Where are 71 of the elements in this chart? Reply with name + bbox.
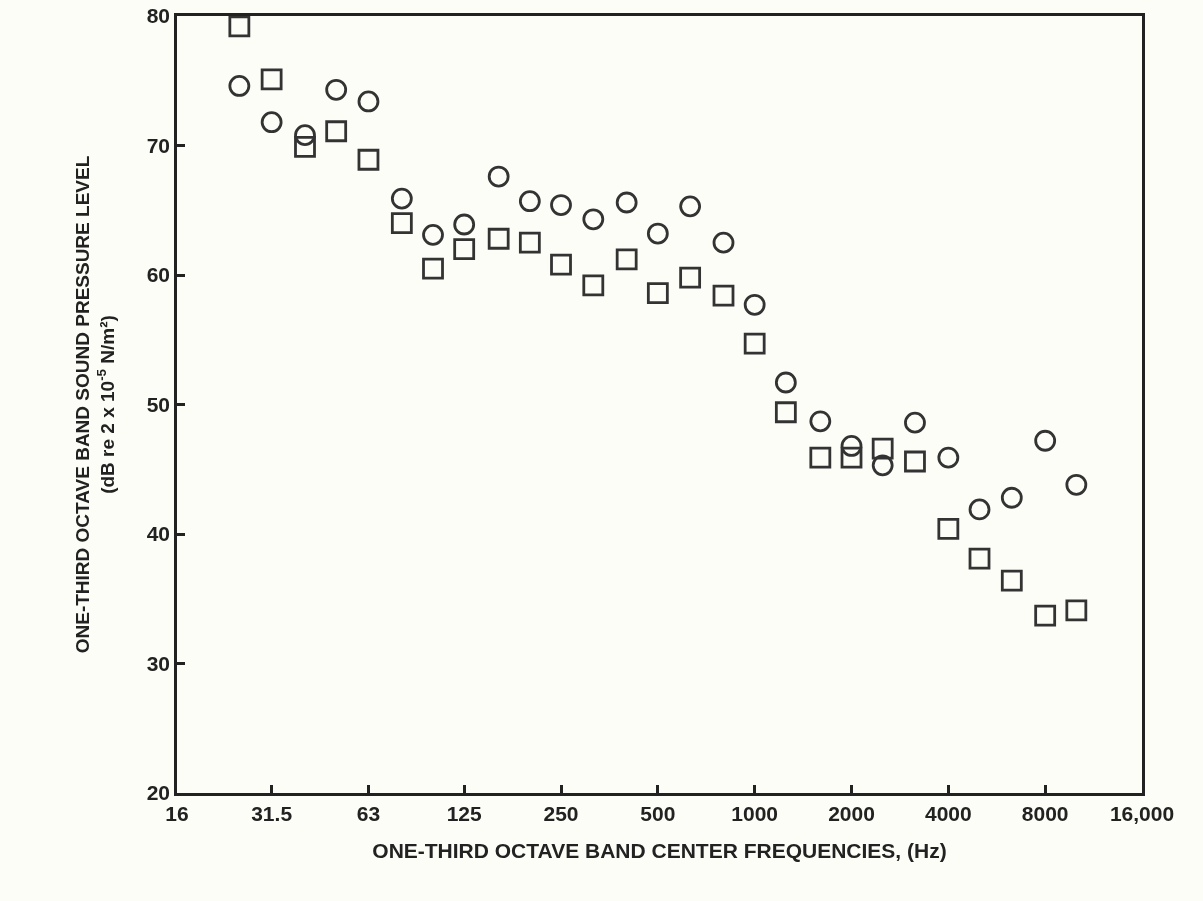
x-tick-label: 500 xyxy=(640,801,676,825)
point xyxy=(904,411,926,434)
point xyxy=(871,437,894,460)
y-tick-label: 80 xyxy=(146,4,171,28)
point xyxy=(615,191,638,214)
point xyxy=(422,257,444,280)
point xyxy=(679,195,702,218)
point xyxy=(646,282,669,305)
point xyxy=(968,547,991,570)
point xyxy=(518,190,541,213)
point xyxy=(712,231,735,254)
point xyxy=(294,124,316,147)
point xyxy=(840,446,863,469)
point xyxy=(937,517,960,540)
x-tick-label: 8000 xyxy=(1021,801,1069,825)
x-axis-title: ONE-THIRD OCTAVE BAND CENTER FREQUENCIES, (Hz) xyxy=(372,839,947,863)
point xyxy=(743,332,766,355)
point xyxy=(615,248,638,271)
x-tick-label: 63 xyxy=(356,801,381,825)
point xyxy=(968,498,991,521)
point xyxy=(1065,599,1088,622)
point xyxy=(294,135,316,158)
x-tick-label: 16,000 xyxy=(1109,801,1175,825)
point xyxy=(774,371,797,394)
point xyxy=(228,15,251,38)
point xyxy=(518,231,541,254)
point xyxy=(937,446,960,469)
point xyxy=(1034,429,1057,452)
point xyxy=(1000,569,1023,592)
point xyxy=(809,410,832,433)
point xyxy=(487,165,510,188)
point xyxy=(1034,604,1057,627)
y-tick-label: 40 xyxy=(146,522,171,546)
point xyxy=(582,208,605,231)
y-tick-label: 70 xyxy=(146,133,171,157)
point xyxy=(840,435,863,457)
y-tick-label: 50 xyxy=(146,392,171,416)
point xyxy=(422,223,444,246)
x-tick-label: 250 xyxy=(543,801,579,825)
point xyxy=(390,212,413,235)
x-tick-label: 125 xyxy=(446,801,483,825)
point xyxy=(646,222,669,245)
x-tick-label: 31.5 xyxy=(251,801,293,825)
point xyxy=(357,90,380,113)
point xyxy=(453,238,476,260)
point xyxy=(260,68,283,91)
x-tick-label: 2000 xyxy=(828,801,875,825)
point xyxy=(774,401,797,424)
point xyxy=(712,284,735,307)
point xyxy=(809,446,832,469)
point xyxy=(325,120,348,143)
point xyxy=(679,266,702,289)
x-tick-label: 1000 xyxy=(731,801,779,825)
point xyxy=(357,148,380,171)
point xyxy=(487,227,510,250)
point xyxy=(325,78,348,101)
y-tick-label: 30 xyxy=(146,651,171,675)
point xyxy=(904,450,926,473)
point xyxy=(228,75,251,97)
y-tick-label: 60 xyxy=(146,263,171,287)
point xyxy=(453,213,476,236)
x-tick-label: 4000 xyxy=(924,801,972,825)
point xyxy=(260,111,283,134)
point xyxy=(390,187,413,210)
point xyxy=(550,253,572,276)
point xyxy=(1065,473,1088,496)
point xyxy=(582,274,605,297)
point xyxy=(550,194,572,216)
point xyxy=(1000,486,1023,509)
point xyxy=(871,454,894,477)
point xyxy=(743,293,766,316)
